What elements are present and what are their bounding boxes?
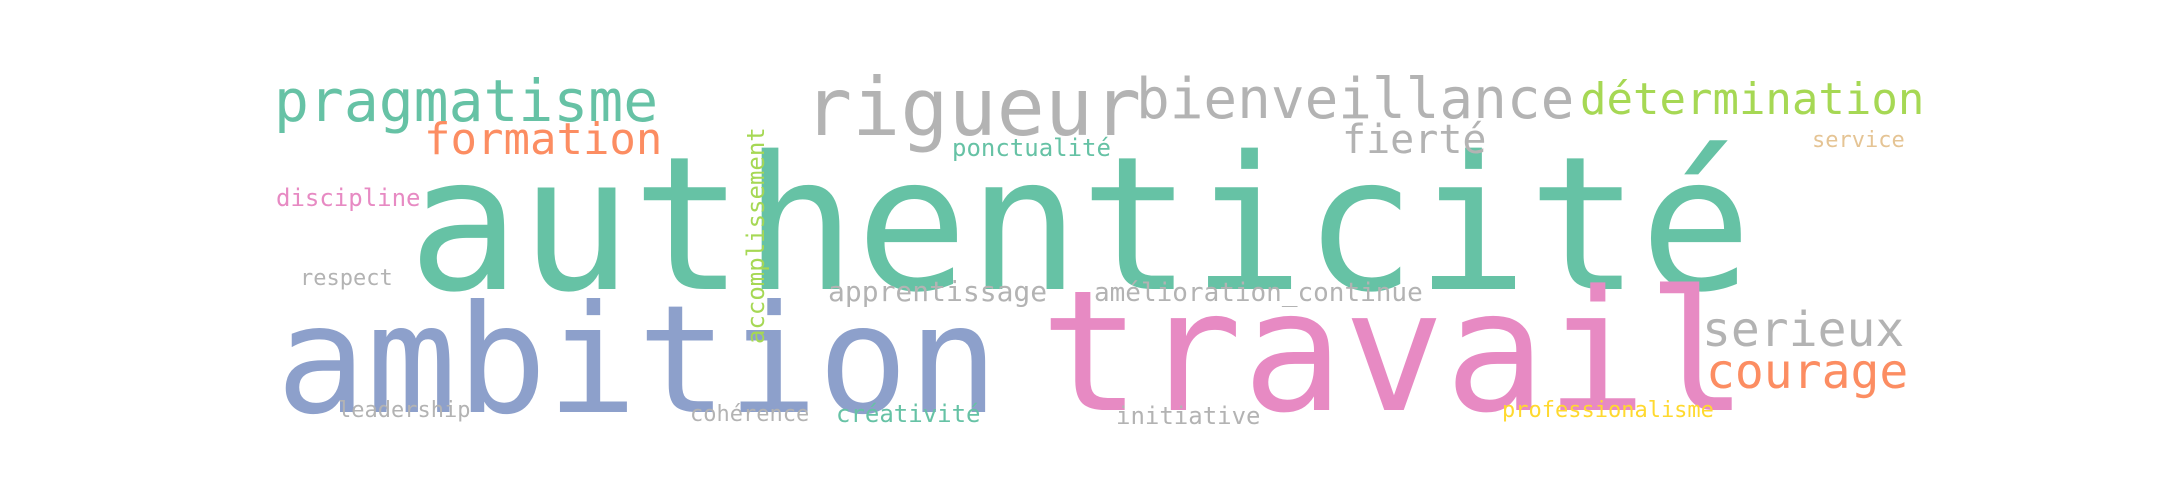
word-coherence: cohérence <box>690 402 810 427</box>
word-apprentissage: apprentissage <box>828 275 1048 308</box>
word-authenticite: authenticité <box>408 116 1752 333</box>
word-initiative: initiative <box>1116 402 1261 430</box>
word-formation: formation <box>424 114 663 165</box>
word-travail: travail <box>1040 254 1749 450</box>
word-courage: courage <box>1706 344 1909 400</box>
word-rigueur: rigueur <box>804 61 1142 154</box>
word-accomplissement: accomplissement <box>742 127 770 344</box>
word-professionalisme: professionalisme <box>1502 398 1714 423</box>
word-determination: détermination <box>1580 74 1925 125</box>
word-service: service <box>1812 128 1905 153</box>
word-discipline: discipline <box>276 184 421 212</box>
word-creativite: créativité <box>836 400 981 428</box>
word-serieux: serieux <box>1702 302 1905 358</box>
word-ponctualite: ponctualité <box>952 134 1111 162</box>
word-ambition: ambition <box>276 274 999 448</box>
word-pragmatisme: pragmatisme <box>274 67 659 135</box>
word-bienveillance: bienveillance <box>1136 67 1575 132</box>
word-fierte: fierté <box>1342 117 1487 163</box>
word-amelioration-continue: amélioration_continue <box>1094 278 1423 308</box>
word-leadership: leadership <box>338 398 471 423</box>
word-respect: respect <box>300 266 393 291</box>
